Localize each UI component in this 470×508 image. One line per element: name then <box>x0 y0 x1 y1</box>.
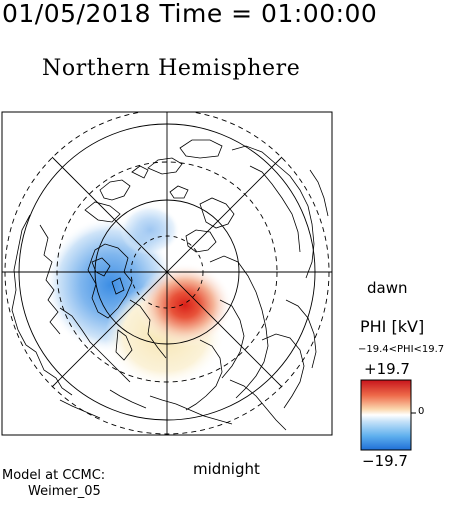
potential-field <box>45 205 233 387</box>
colorbar-title: PHI [kV] <box>360 317 425 336</box>
colorbar-gradient <box>360 379 412 451</box>
time-label: 01/05/2018 Time = 01:00:00 <box>2 0 378 28</box>
dawn-label: dawn <box>367 279 408 297</box>
model-name: Weimer_05 <box>28 484 101 499</box>
coastlines <box>11 139 329 431</box>
colorbar-min-label: −19.7 <box>362 452 408 470</box>
colorbar-zero-label: 0 <box>418 406 425 417</box>
meridians <box>2 112 332 435</box>
positive-cell <box>137 263 233 347</box>
model-label: Model at CCMC: <box>2 468 106 483</box>
midnight-label: midnight <box>193 460 260 478</box>
colorbar-max-label: +19.7 <box>364 360 410 378</box>
page-title: Northern Hemisphere <box>42 56 301 81</box>
meridian-135 <box>51 156 283 388</box>
colorbar-range: −19.4<PHI<19.7 <box>358 344 445 355</box>
